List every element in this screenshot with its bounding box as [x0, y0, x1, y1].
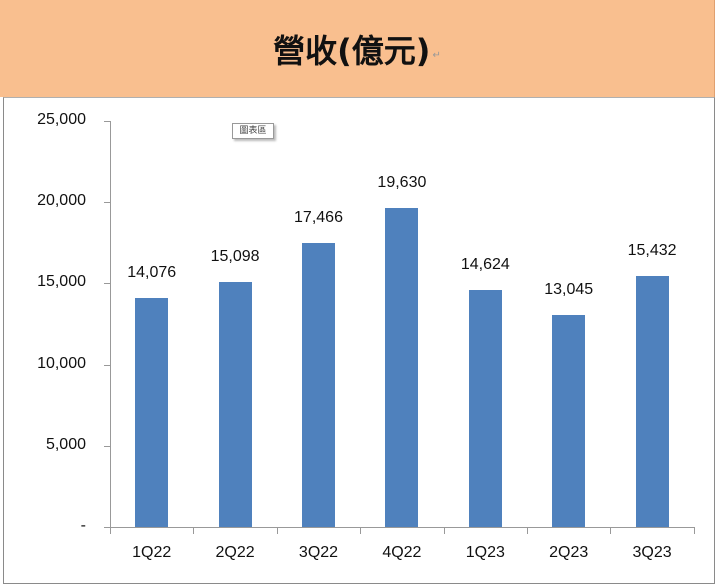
bar-4q22[interactable]	[385, 208, 419, 527]
data-label: 13,045	[544, 281, 594, 299]
x-tick	[193, 527, 195, 534]
paragraph-mark-icon: ↵	[432, 50, 441, 61]
bar-2q22[interactable]	[218, 281, 252, 527]
x-tick-label: 3Q22	[298, 544, 339, 561]
x-tick	[110, 527, 111, 534]
title-banner	[0, 0, 715, 97]
y-axis	[110, 121, 111, 527]
x-tick-label: 2Q22	[215, 544, 255, 561]
y-tick-label: 15,000	[37, 273, 86, 291]
x-tick	[276, 527, 278, 534]
x-tick	[527, 527, 528, 534]
x-tick-label: 1Q23	[465, 544, 505, 561]
y-tick-label: -	[80, 517, 86, 534]
chart-area-tooltip: 圖表區	[232, 123, 274, 139]
data-label: 17,466	[294, 209, 343, 227]
x-tick-label: 3Q23	[632, 544, 672, 561]
y-tick	[104, 445, 110, 447]
bar-1q23[interactable]	[468, 289, 502, 527]
bar-3q22[interactable]	[302, 243, 335, 527]
x-tick	[360, 527, 362, 534]
y-tick-label: 25,000	[37, 111, 86, 128]
bar-2q23[interactable]	[552, 315, 586, 527]
y-tick	[104, 364, 110, 366]
bar-1q22[interactable]	[135, 298, 169, 527]
chart-title-text: 營收(億元)	[273, 31, 431, 70]
data-label: 15,432	[627, 242, 677, 260]
data-label: 15,098	[210, 247, 260, 265]
x-axis	[104, 527, 694, 528]
data-label: 14,624	[460, 255, 510, 273]
x-tick-label: 2Q23	[549, 544, 589, 561]
y-tick-label: 5,000	[45, 435, 86, 453]
x-tick	[610, 527, 612, 534]
x-tick	[693, 527, 695, 534]
y-tick-label: 20,000	[37, 192, 86, 210]
y-tick-label: 10,000	[37, 354, 86, 372]
x-tick-label: 4Q22	[382, 544, 422, 561]
x-tick	[443, 527, 445, 534]
bar-3q23[interactable]	[635, 276, 669, 527]
y-tick	[104, 121, 110, 122]
y-tick	[104, 202, 110, 204]
y-tick	[104, 283, 110, 285]
data-label: 19,630	[377, 174, 427, 192]
y-tick	[104, 527, 110, 528]
x-tick-label: 1Q22	[132, 544, 172, 561]
chart-area[interactable]	[3, 97, 715, 584]
data-label: 14,076	[127, 264, 177, 282]
chart-title: 營收(億元) ↵	[0, 0, 714, 97]
